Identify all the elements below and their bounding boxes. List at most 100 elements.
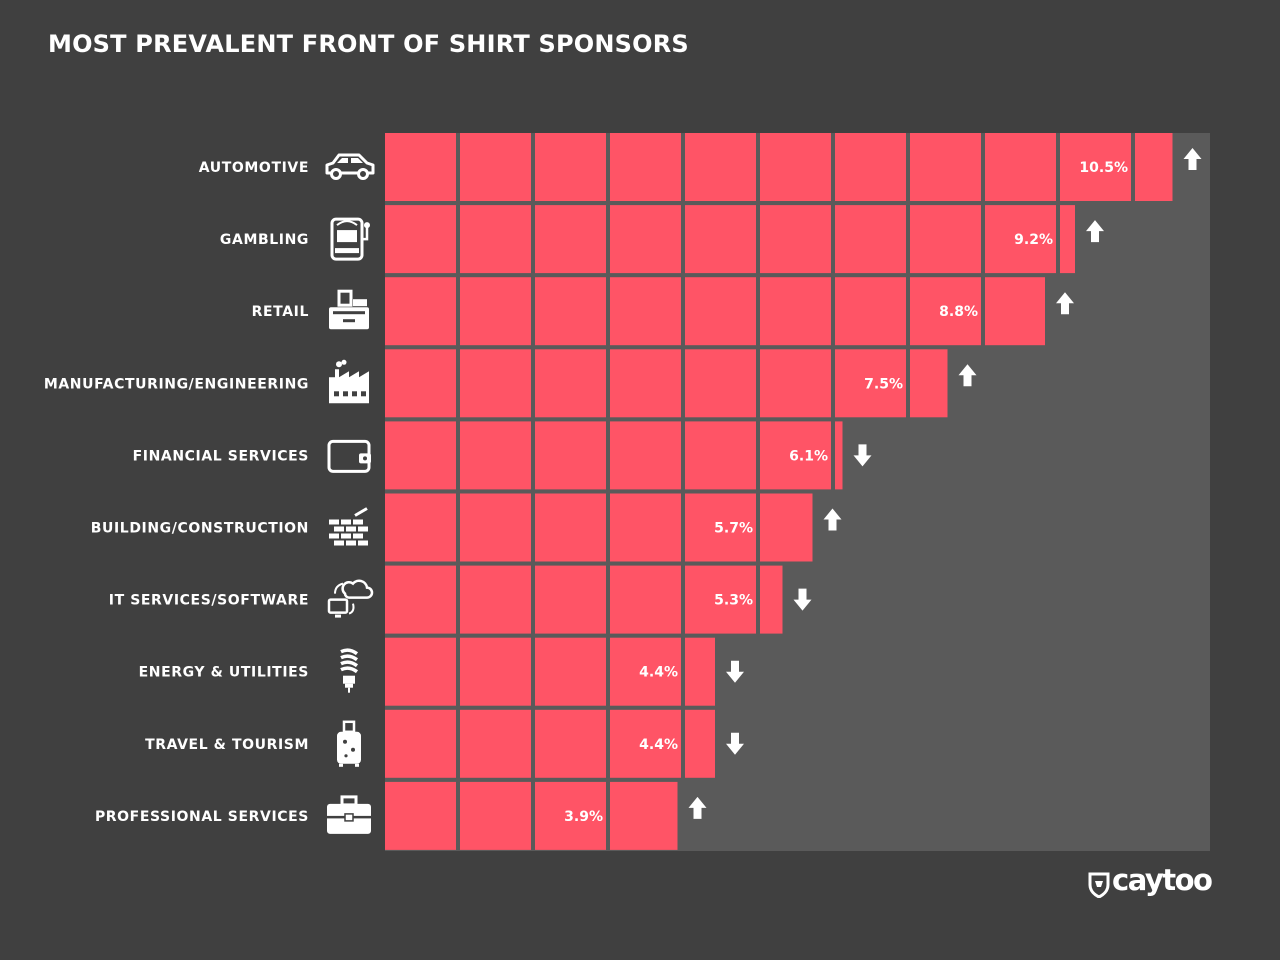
bar-segment	[385, 349, 456, 418]
bar-segment	[835, 133, 906, 201]
bar-segment	[460, 133, 531, 201]
category-label-professional-services: PROFESSIONAL SERVICES	[95, 809, 309, 825]
bar-segment	[385, 709, 456, 778]
bar-segment	[460, 277, 531, 346]
data-label: 6.1%	[789, 448, 828, 464]
bar-segment	[910, 133, 981, 201]
bar-segment	[1135, 133, 1173, 201]
bar-segment	[685, 277, 756, 346]
bar-it-services-software	[385, 565, 783, 634]
bar-segment	[610, 493, 681, 562]
bar-segment	[685, 565, 756, 634]
bar-segment	[385, 565, 456, 634]
bar-segment	[610, 133, 681, 201]
trend-up-arrow-icon	[1183, 148, 1202, 170]
bar-segment	[535, 781, 606, 850]
trend-up-arrow-icon	[1086, 220, 1104, 243]
trend-down-arrow-icon	[793, 588, 812, 611]
chart-title: MOST PREVALENT FRONT OF SHIRT SPONSORS	[48, 30, 689, 58]
trend-up-arrow-icon	[1056, 292, 1074, 315]
bar-segment	[385, 133, 456, 201]
factory-icon	[329, 359, 369, 404]
bar-segment	[760, 565, 783, 634]
data-label: 4.4%	[639, 737, 678, 753]
bar-segment	[1060, 133, 1131, 201]
data-label: 5.7%	[714, 521, 753, 537]
bar-segment	[835, 205, 906, 274]
data-label: 9.2%	[1014, 232, 1053, 248]
bar-segment	[685, 133, 756, 201]
category-label-retail: RETAIL	[252, 304, 309, 320]
bar-segment	[460, 637, 531, 706]
bar-automotive	[385, 133, 1173, 201]
bar-segment	[835, 421, 843, 490]
category-label-financial-services: FINANCIAL SERVICES	[133, 448, 309, 464]
bar-segment	[685, 349, 756, 418]
bar-gambling	[385, 205, 1075, 274]
bar-energy-utilities	[385, 637, 715, 706]
bar-professional-services	[385, 781, 678, 850]
bar-segment	[910, 277, 981, 346]
bar-segment	[385, 205, 456, 274]
bar-segment	[535, 493, 606, 562]
bar-building-construction	[385, 493, 813, 562]
trend-down-arrow-icon	[726, 732, 744, 755]
briefcase-icon	[327, 795, 371, 834]
trend-up-arrow-icon	[688, 796, 707, 819]
bar-segment	[760, 493, 813, 562]
data-label: 4.4%	[639, 665, 678, 681]
bar-segment	[985, 277, 1045, 346]
bar-segment	[460, 565, 531, 634]
light-bulb-icon	[340, 648, 359, 693]
bar-segment	[535, 205, 606, 274]
bar-segment	[385, 781, 456, 850]
data-label: 7.5%	[864, 376, 903, 392]
bar-segment	[685, 493, 756, 562]
bar-segment	[835, 277, 906, 346]
bar-retail	[385, 277, 1045, 346]
bar-financial-services	[385, 421, 843, 490]
trend-up-arrow-icon	[823, 508, 842, 531]
bar-segment	[610, 205, 681, 274]
bar-travel-tourism	[385, 709, 715, 778]
bar-segment	[835, 349, 906, 418]
wallet-icon	[327, 439, 371, 473]
bar-segment	[685, 205, 756, 274]
data-label: 5.3%	[714, 593, 753, 609]
bar-manufacturing-engineering	[385, 349, 948, 418]
bar-segment	[385, 493, 456, 562]
bar-segment	[460, 205, 531, 274]
cash-register-icon	[329, 289, 369, 330]
category-label-travel-tourism: TRAVEL & TOURISM	[145, 737, 309, 753]
bar-segment	[535, 277, 606, 346]
bar-segment	[910, 205, 981, 274]
bar-segment	[385, 277, 456, 346]
bar-segment	[610, 781, 678, 850]
trend-down-arrow-icon	[726, 660, 744, 683]
bar-segment	[610, 637, 681, 706]
bar-segment	[385, 421, 456, 490]
bar-segment	[535, 421, 606, 490]
bar-segment	[985, 205, 1056, 274]
bar-segment	[610, 349, 681, 418]
bar-segment	[760, 421, 831, 490]
category-label-it-services-software: IT SERVICES/SOFTWARE	[109, 593, 309, 609]
category-label-automotive: AUTOMOTIVE	[199, 160, 309, 176]
bar-segment	[985, 133, 1056, 201]
bar-segment	[535, 565, 606, 634]
cloud-computer-icon	[327, 579, 374, 618]
bar-segment	[610, 709, 681, 778]
slot-machine-icon	[330, 217, 370, 261]
bar-segment	[535, 709, 606, 778]
brick-wall-icon	[329, 507, 368, 546]
bar-segment	[385, 637, 456, 706]
bar-segment	[685, 709, 715, 778]
bar-segment	[460, 493, 531, 562]
bar-segment	[1060, 205, 1075, 274]
bar-segment	[535, 133, 606, 201]
brand-name: caytoo	[1112, 863, 1213, 897]
category-label-building-construction: BUILDING/CONSTRUCTION	[91, 521, 309, 537]
bar-segment	[460, 781, 531, 850]
